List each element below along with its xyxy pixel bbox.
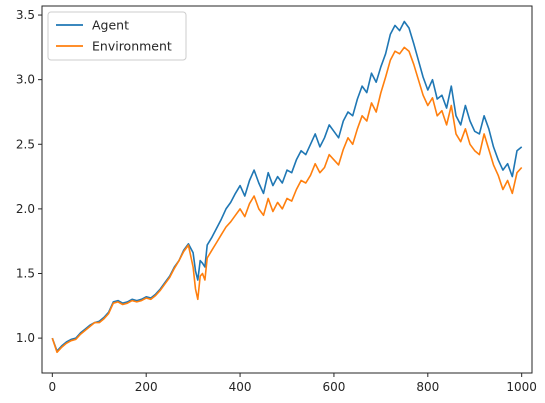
x-tick-label: 400 bbox=[229, 380, 252, 394]
legend-box bbox=[47, 11, 187, 61]
y-tick-label: 1.0 bbox=[16, 331, 35, 345]
series-layer bbox=[51, 20, 523, 354]
series-line-agent bbox=[51, 20, 523, 352]
x-tick-label: 1000 bbox=[506, 380, 537, 394]
y-tick-label: 1.5 bbox=[16, 266, 35, 280]
legend: Agent Environment bbox=[47, 11, 187, 61]
plot-frame bbox=[41, 5, 533, 374]
y-tick-label: 2.5 bbox=[16, 137, 35, 151]
legend-label-agent: Agent bbox=[92, 18, 129, 33]
x-tick-label: 200 bbox=[135, 380, 158, 394]
legend-label-environment: Environment bbox=[92, 39, 172, 54]
x-tick-label: 600 bbox=[322, 380, 345, 394]
axes-layer: 0 200 400 600 800 1000 1.0 1.5 2.0 2.5 3.0 3.5 bbox=[16, 5, 537, 394]
y-tick-label: 3.0 bbox=[16, 73, 35, 87]
x-tick-label: 800 bbox=[416, 380, 439, 394]
x-tick-label: 0 bbox=[49, 380, 57, 394]
y-tick-label: 2.0 bbox=[16, 202, 35, 216]
series-line-environment bbox=[51, 46, 523, 354]
y-tick-label: 3.5 bbox=[16, 8, 35, 22]
